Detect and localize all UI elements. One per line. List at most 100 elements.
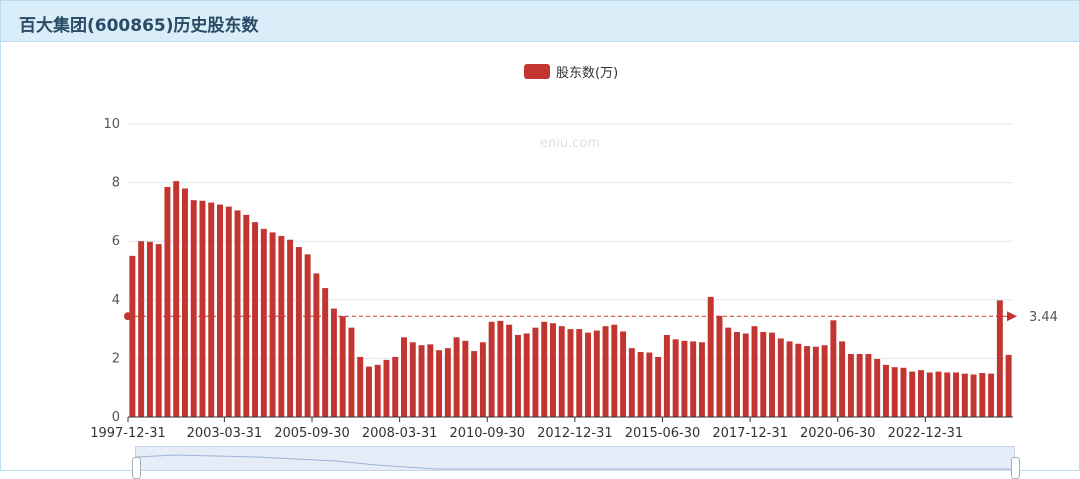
bar xyxy=(427,344,434,417)
y-tick-label: 10 xyxy=(103,117,120,132)
bars xyxy=(129,181,1012,417)
bar xyxy=(821,345,828,417)
bar xyxy=(777,338,784,417)
bar xyxy=(532,327,539,417)
bar xyxy=(900,367,907,417)
bar xyxy=(155,244,162,417)
bar xyxy=(769,332,776,417)
bar xyxy=(436,350,443,417)
bar xyxy=(278,235,285,417)
bar xyxy=(751,326,758,417)
bar xyxy=(707,296,714,417)
bar xyxy=(620,331,627,417)
bar xyxy=(217,204,223,417)
gridlines xyxy=(128,123,1013,359)
bar xyxy=(208,202,215,417)
page-title: 百大集团(600865)历史股东数 xyxy=(19,16,259,36)
bar xyxy=(725,327,732,417)
bar xyxy=(585,332,592,417)
legend[interactable]: 股东数(万) xyxy=(524,62,619,81)
legend-label: 股东数(万) xyxy=(556,65,619,81)
bar xyxy=(322,288,329,417)
bar xyxy=(146,241,153,417)
bar xyxy=(401,337,407,417)
bar xyxy=(181,188,188,417)
bar xyxy=(865,354,872,417)
bar xyxy=(471,351,478,417)
bar xyxy=(690,341,697,417)
bar xyxy=(138,241,145,417)
bar xyxy=(996,300,1003,417)
bar xyxy=(847,354,854,417)
bar xyxy=(348,327,355,417)
y-tick-label: 8 xyxy=(112,176,120,191)
bar xyxy=(173,181,180,417)
y-tick-label: 4 xyxy=(112,293,120,308)
bar xyxy=(488,321,495,417)
bar xyxy=(287,239,294,417)
bar xyxy=(295,247,302,417)
bar xyxy=(611,324,618,417)
bar xyxy=(260,228,267,417)
bar xyxy=(935,371,942,417)
bar xyxy=(523,333,530,417)
bar xyxy=(698,342,705,417)
slider-right-handle[interactable] xyxy=(1011,457,1020,479)
bar xyxy=(681,340,688,417)
bar xyxy=(672,339,679,417)
data-zoom-slider[interactable] xyxy=(132,446,1020,479)
bar xyxy=(199,200,206,417)
bar xyxy=(856,354,863,417)
bar xyxy=(830,320,837,417)
bar xyxy=(874,358,881,417)
x-axis: 1997-12-31 2003-03-31 2005-09-30 2008-03-31… xyxy=(90,416,1013,441)
x-tick-label: 2005-09-30 xyxy=(274,426,350,441)
x-tick-label: 2010-09-30 xyxy=(449,426,525,441)
bar xyxy=(646,352,653,417)
bar xyxy=(374,364,381,417)
bar xyxy=(742,333,749,417)
bar xyxy=(795,343,802,417)
bar xyxy=(514,334,521,417)
slider-preview xyxy=(136,454,1014,470)
y-tick-label: 0 xyxy=(112,410,120,425)
x-tick-label: 1997-12-31 xyxy=(90,426,166,441)
x-tick-label: 2022-12-31 xyxy=(888,426,964,441)
average-markline: 3.44 xyxy=(124,310,1058,325)
bar xyxy=(882,364,889,417)
markline-start-dot xyxy=(124,312,132,321)
legend-swatch xyxy=(524,63,550,79)
bar xyxy=(164,186,171,417)
bar xyxy=(541,321,548,417)
bar xyxy=(891,367,898,417)
bar xyxy=(365,366,372,417)
x-tick-label: 2015-06-30 xyxy=(625,426,701,441)
bar xyxy=(234,210,241,417)
slider-left-handle[interactable] xyxy=(132,457,141,479)
bar xyxy=(839,341,846,417)
y-tick-label: 2 xyxy=(112,351,120,366)
bar xyxy=(453,337,460,417)
bar xyxy=(225,206,232,417)
bar xyxy=(243,214,250,417)
bar xyxy=(409,342,416,417)
markline-arrow xyxy=(1007,311,1017,322)
bar xyxy=(576,329,583,417)
y-tick-label: 6 xyxy=(112,234,120,249)
bar xyxy=(760,332,767,417)
bar xyxy=(979,373,986,417)
bar xyxy=(392,356,399,417)
panel-header: 百大集团(600865)历史股东数 xyxy=(0,0,1080,42)
bar xyxy=(357,356,364,417)
bar xyxy=(479,342,486,417)
bar xyxy=(418,345,425,417)
x-tick-label: 2012-12-31 xyxy=(537,426,613,441)
bar xyxy=(734,332,740,417)
bar xyxy=(497,320,504,417)
bar xyxy=(1005,354,1012,417)
bar xyxy=(918,370,924,417)
bar xyxy=(961,373,968,417)
x-tick-label: 2008-03-31 xyxy=(362,426,438,441)
bar xyxy=(444,348,451,417)
